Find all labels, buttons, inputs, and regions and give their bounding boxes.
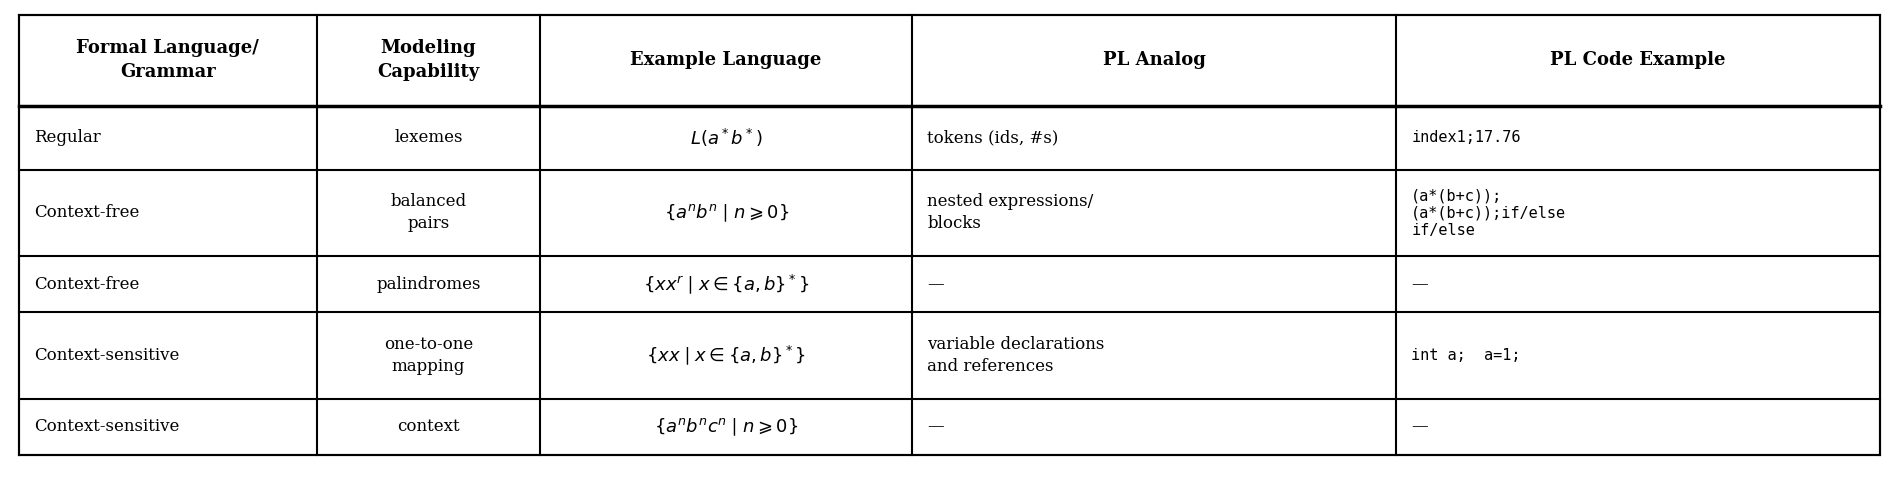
Text: —: — [926, 276, 943, 293]
Text: $L(a^*b^*)$: $L(a^*b^*)$ [689, 127, 763, 149]
Text: (a*(b+c));if/else: (a*(b+c));if/else [1410, 205, 1566, 220]
Text: nested expressions/
blocks: nested expressions/ blocks [926, 193, 1093, 232]
Text: $\{a^nb^nc^n \mid n \geqslant 0\}$: $\{a^nb^nc^n \mid n \geqslant 0\}$ [653, 416, 797, 437]
Text: Context-sensitive: Context-sensitive [34, 418, 180, 435]
Text: —: — [1410, 276, 1427, 293]
Text: —: — [1410, 418, 1427, 435]
Text: variable declarations
and references: variable declarations and references [926, 336, 1105, 375]
Text: tokens (ids, #s): tokens (ids, #s) [926, 129, 1059, 146]
Text: if/else: if/else [1410, 222, 1475, 238]
Text: Context-free: Context-free [34, 276, 139, 293]
Text: Context-sensitive: Context-sensitive [34, 347, 180, 364]
Text: Regular: Regular [34, 129, 101, 146]
Text: balanced
pairs: balanced pairs [391, 193, 467, 232]
Text: PL Code Example: PL Code Example [1549, 51, 1725, 69]
Text: palindromes: palindromes [376, 276, 480, 293]
Text: one-to-one
mapping: one-to-one mapping [383, 336, 473, 375]
Text: $\{xx^r \mid x \in \{a,b\}^*\}$: $\{xx^r \mid x \in \{a,b\}^*\}$ [643, 273, 809, 296]
Text: $\{xx \mid x \in \{a,b\}^*\}$: $\{xx \mid x \in \{a,b\}^*\}$ [645, 344, 805, 367]
Text: —: — [926, 418, 943, 435]
Text: Modeling
Capability: Modeling Capability [378, 39, 480, 81]
Text: index1;17.76: index1;17.76 [1410, 130, 1520, 145]
Text: context: context [397, 418, 459, 435]
Text: (a*(b+c));: (a*(b+c)); [1410, 188, 1501, 203]
Text: $\{a^nb^n \mid n \geqslant 0\}$: $\{a^nb^n \mid n \geqslant 0\}$ [662, 202, 788, 223]
Text: int a;  a=1;: int a; a=1; [1410, 348, 1520, 363]
Text: lexemes: lexemes [395, 129, 463, 146]
Text: Formal Language/
Grammar: Formal Language/ Grammar [76, 39, 260, 81]
Bar [19, 15, 1879, 455]
Text: Example Language: Example Language [630, 51, 822, 69]
Text: PL Analog: PL Analog [1103, 51, 1205, 69]
Text: Context-free: Context-free [34, 204, 139, 221]
